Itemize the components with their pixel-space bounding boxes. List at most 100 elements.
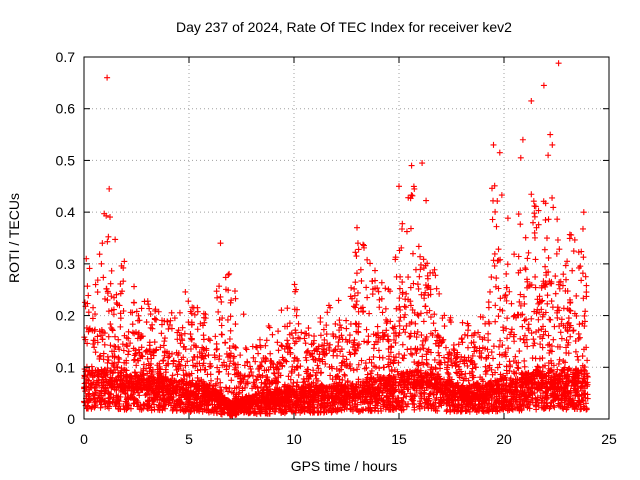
data-point [552, 290, 559, 297]
data-point [419, 353, 426, 360]
data-point [584, 395, 591, 402]
data-point [208, 407, 215, 414]
data-point [244, 379, 251, 386]
data-point [252, 383, 259, 390]
data-point [408, 376, 415, 383]
data-point [113, 299, 120, 306]
data-point [411, 309, 418, 316]
data-point [546, 350, 553, 357]
data-point [143, 384, 150, 391]
data-point [414, 328, 421, 335]
data-point [85, 377, 92, 384]
data-point [580, 391, 587, 398]
data-point [128, 375, 135, 382]
data-point [465, 327, 472, 334]
data-point [411, 393, 418, 400]
data-point [515, 365, 522, 372]
data-point [157, 394, 164, 401]
data-point [553, 250, 560, 257]
data-point [175, 358, 182, 365]
data-point [290, 379, 297, 386]
data-point [305, 325, 312, 332]
data-point [435, 349, 442, 356]
data-point [91, 344, 98, 351]
data-point [425, 372, 432, 379]
data-point [94, 289, 101, 296]
data-point [110, 306, 117, 313]
data-point [570, 403, 577, 410]
data-point [182, 391, 189, 398]
data-point [284, 305, 291, 312]
data-point [582, 273, 589, 280]
data-point [532, 355, 539, 362]
data-point [192, 342, 199, 349]
data-point [385, 286, 392, 293]
data-point [108, 324, 115, 331]
data-point [452, 397, 459, 404]
data-point [349, 380, 356, 387]
data-point [145, 403, 152, 410]
data-point [256, 371, 263, 378]
data-point [141, 298, 148, 305]
data-point [556, 285, 563, 292]
data-point [492, 318, 499, 325]
data-point [355, 320, 362, 327]
data-point [459, 371, 466, 378]
data-point [416, 273, 423, 280]
data-point [368, 376, 375, 383]
data-point [117, 280, 124, 287]
data-point [131, 283, 138, 290]
data-point [529, 380, 536, 387]
data-point [364, 371, 371, 378]
data-point [573, 312, 580, 319]
data-point [353, 301, 360, 308]
data-point [107, 394, 114, 401]
data-point [423, 360, 430, 367]
data-point [578, 277, 585, 284]
data-point [154, 362, 161, 369]
data-point [520, 391, 527, 398]
data-point [93, 381, 100, 388]
data-point [530, 198, 537, 205]
data-point [334, 383, 341, 390]
data-point [316, 351, 323, 358]
data-point [339, 353, 346, 360]
data-point [401, 378, 408, 385]
data-point [372, 331, 379, 338]
data-point [311, 389, 318, 396]
data-point [92, 403, 99, 410]
data-point [278, 307, 285, 314]
data-point [271, 408, 278, 415]
data-point [465, 377, 472, 384]
data-point [284, 337, 291, 344]
data-point [396, 303, 403, 310]
data-point [101, 330, 108, 337]
data-point [130, 299, 137, 306]
data-point [569, 267, 576, 274]
data-point [185, 319, 192, 326]
data-point [443, 400, 450, 407]
data-point [205, 407, 212, 414]
data-point [121, 332, 128, 339]
data-point [525, 401, 532, 408]
data-point [410, 280, 417, 287]
data-point [179, 385, 186, 392]
data-point [292, 286, 299, 293]
data-point [136, 406, 143, 413]
data-point [417, 253, 424, 260]
data-point [367, 396, 374, 403]
data-point [440, 381, 447, 388]
data-point [285, 373, 292, 380]
data-point [194, 374, 201, 381]
data-point [151, 315, 158, 322]
data-point [216, 353, 223, 360]
data-point [376, 354, 383, 361]
data-point [165, 385, 172, 392]
data-point [564, 341, 571, 348]
data-point [410, 397, 417, 404]
data-point [141, 376, 148, 383]
data-point [175, 402, 182, 409]
data-point [294, 397, 301, 404]
data-point [515, 269, 522, 276]
data-point [492, 369, 499, 376]
